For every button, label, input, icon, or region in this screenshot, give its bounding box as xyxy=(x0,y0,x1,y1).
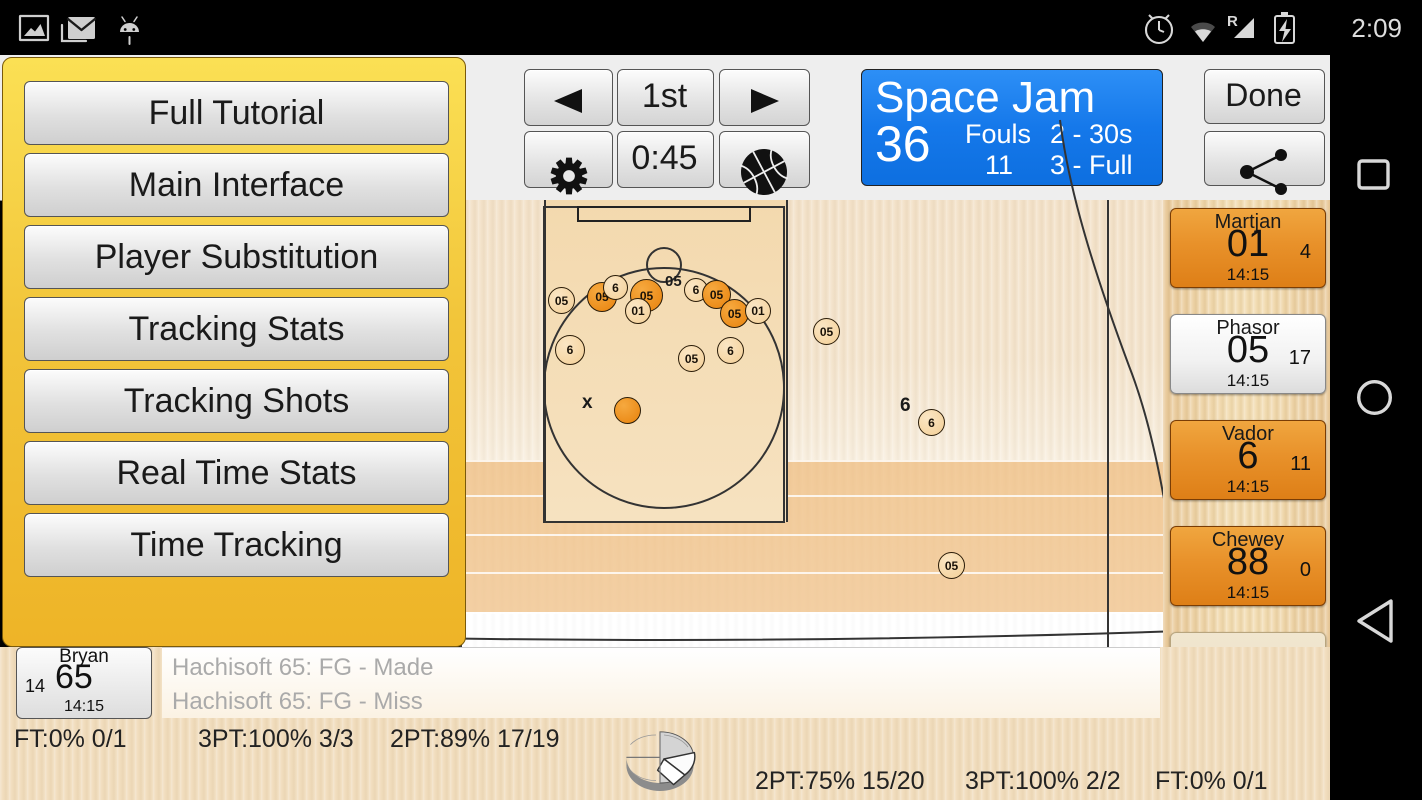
svg-text:R: R xyxy=(1227,13,1238,30)
